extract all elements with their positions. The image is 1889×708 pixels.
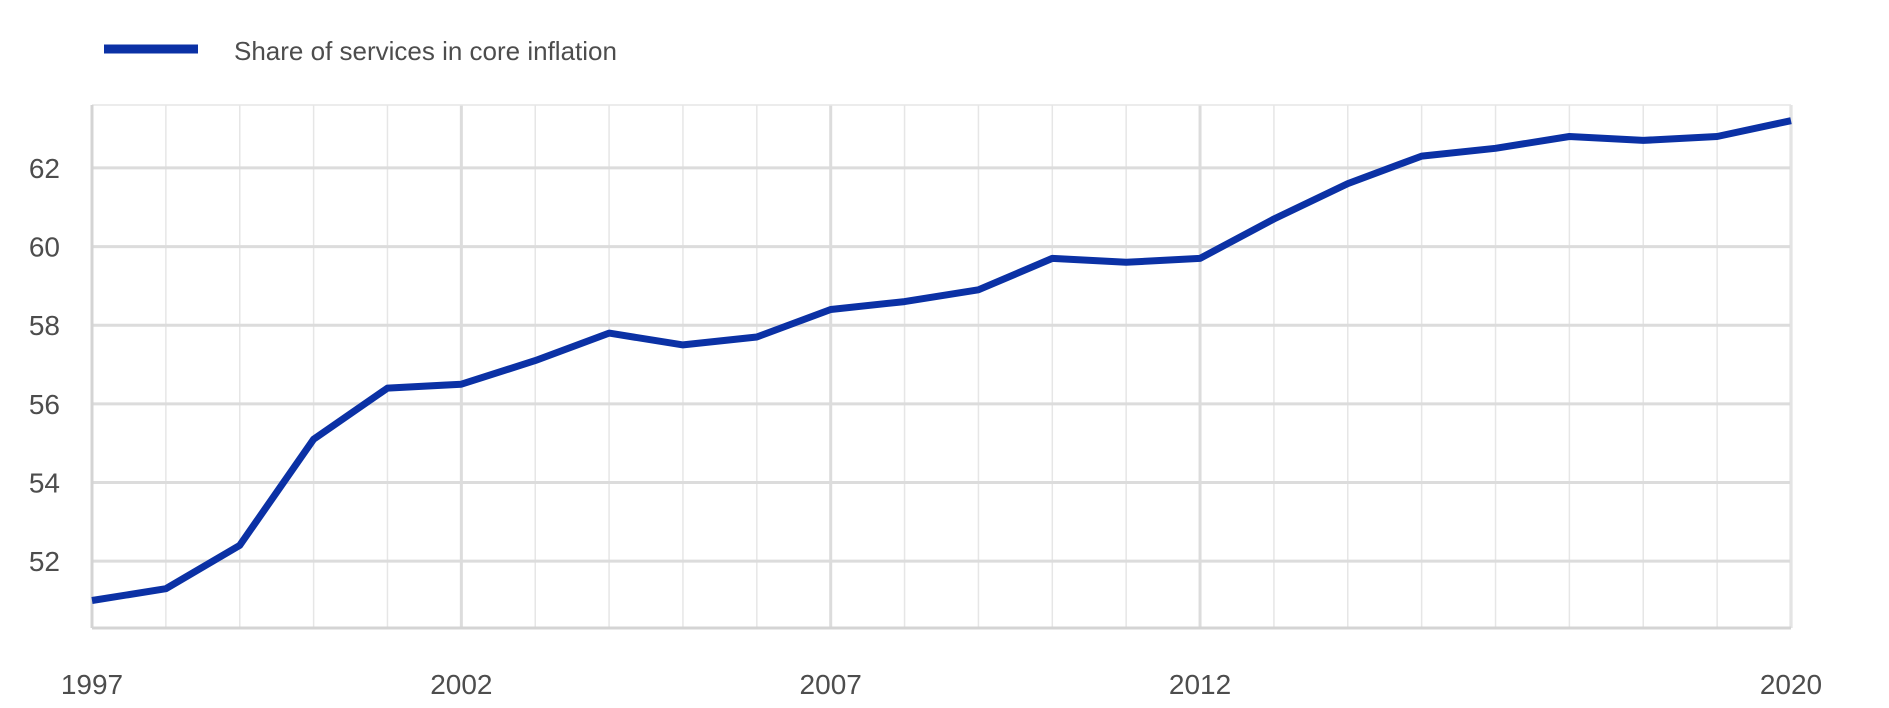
data-point-1998: [162, 585, 169, 592]
x-tick-label-2002: 2002: [430, 669, 492, 700]
data-point-2015: [1418, 153, 1425, 160]
y-axis-tick-labels: 52 54 56 58 60 62: [29, 153, 60, 577]
y-tick-label-62: 62: [29, 153, 60, 184]
y-tick-label-52: 52: [29, 546, 60, 577]
data-point-2013: [1270, 216, 1277, 223]
x-tick-label-2020: 2020: [1760, 669, 1822, 700]
y-tick-label-58: 58: [29, 310, 60, 341]
axes: [90, 105, 1791, 630]
data-point-2001: [384, 385, 391, 392]
major-gridlines: [90, 104, 1793, 628]
data-point-2010: [1049, 255, 1056, 262]
minor-gridlines: [91, 105, 1792, 628]
data-point-2000: [310, 436, 317, 443]
data-point-2006: [753, 334, 760, 341]
legend-label-services-share: Share of services in core inflation: [234, 36, 617, 66]
y-tick-label-60: 60: [29, 232, 60, 263]
data-point-2020: [1788, 117, 1795, 124]
data-point-2004: [606, 330, 613, 337]
data-point-2012: [1197, 255, 1204, 262]
data-point-2002: [458, 381, 465, 388]
y-tick-label-54: 54: [29, 468, 60, 499]
data-point-2003: [532, 357, 539, 364]
y-tick-label-56: 56: [29, 389, 60, 420]
data-point-2007: [827, 306, 834, 313]
data-point-2005: [679, 341, 686, 348]
series-line-services-share: [91, 117, 1792, 604]
data-point-1999: [236, 542, 243, 549]
data-point-2014: [1344, 180, 1351, 187]
x-tick-label-1997: 1997: [61, 669, 123, 700]
legend: Share of services in core inflation: [104, 36, 617, 66]
data-point-2008: [901, 298, 908, 305]
data-point-2009: [975, 286, 982, 293]
data-point-1997: [89, 597, 96, 604]
x-tick-label-2007: 2007: [800, 669, 862, 700]
data-point-2011: [1123, 259, 1130, 266]
data-point-2018: [1640, 137, 1647, 144]
series-layer: [89, 117, 1795, 604]
x-axis-tick-labels: 1997 2002 2007 2012 2020: [61, 669, 1822, 700]
x-tick-label-2012: 2012: [1169, 669, 1231, 700]
data-point-2019: [1714, 133, 1721, 140]
data-point-2016: [1492, 145, 1499, 152]
data-point-2017: [1566, 133, 1573, 140]
